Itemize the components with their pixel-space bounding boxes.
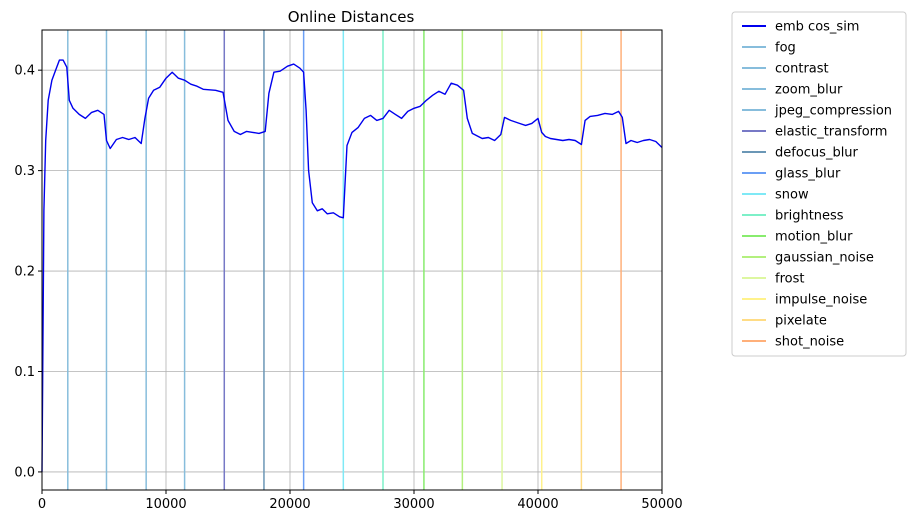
legend-entry-label: pixelate [775, 314, 827, 329]
legend-entry-label: defocus_blur [775, 146, 859, 161]
legend-entry-label: gaussian_noise [775, 251, 874, 266]
legend-entry-label: emb cos_sim [775, 20, 859, 35]
legend-entry-label: fog [775, 41, 796, 56]
y-tick-label: 0.3 [14, 164, 35, 179]
chart-title: Online Distances [288, 8, 415, 26]
legend-entry-label: motion_blur [775, 230, 853, 245]
plot-frame [41, 29, 663, 491]
legend-entry-label: zoom_blur [775, 83, 843, 98]
y-axis: 0.0 0.1 0.2 0.3 0.4 [14, 64, 42, 480]
series-line-emb-cos_sim [41, 59, 663, 472]
grid [41, 30, 663, 490]
legend-entry-label: shot_noise [775, 335, 844, 350]
legend-entry-label: frost [775, 272, 804, 287]
legend-entry-label: brightness [775, 209, 844, 224]
legend-entry-label: glass_blur [775, 167, 841, 182]
legend-entry-label: jpeg_compression [774, 104, 892, 119]
legend-entry-label: impulse_noise [775, 293, 867, 308]
legend-entry-label: snow [775, 188, 809, 203]
legend-entry-label: elastic_transform [775, 125, 887, 140]
x-axis: 0 10000 20000 30000 40000 50000 [38, 490, 683, 512]
legend-frame [731, 11, 907, 357]
corruption-markers [67, 30, 622, 490]
x-tick-label: 40000 [517, 497, 558, 512]
series-layer [41, 59, 663, 472]
x-tick-label: 20000 [269, 497, 310, 512]
legend-entry-label: contrast [775, 62, 829, 77]
x-tick-label: 30000 [393, 497, 434, 512]
y-tick-label: 0.0 [14, 465, 35, 480]
y-tick-label: 0.4 [14, 64, 35, 79]
y-tick-label: 0.2 [14, 265, 35, 280]
y-tick-label: 0.1 [14, 365, 35, 380]
x-tick-label: 50000 [641, 497, 682, 512]
x-tick-label: 0 [38, 497, 46, 512]
x-tick-label: 10000 [145, 497, 186, 512]
